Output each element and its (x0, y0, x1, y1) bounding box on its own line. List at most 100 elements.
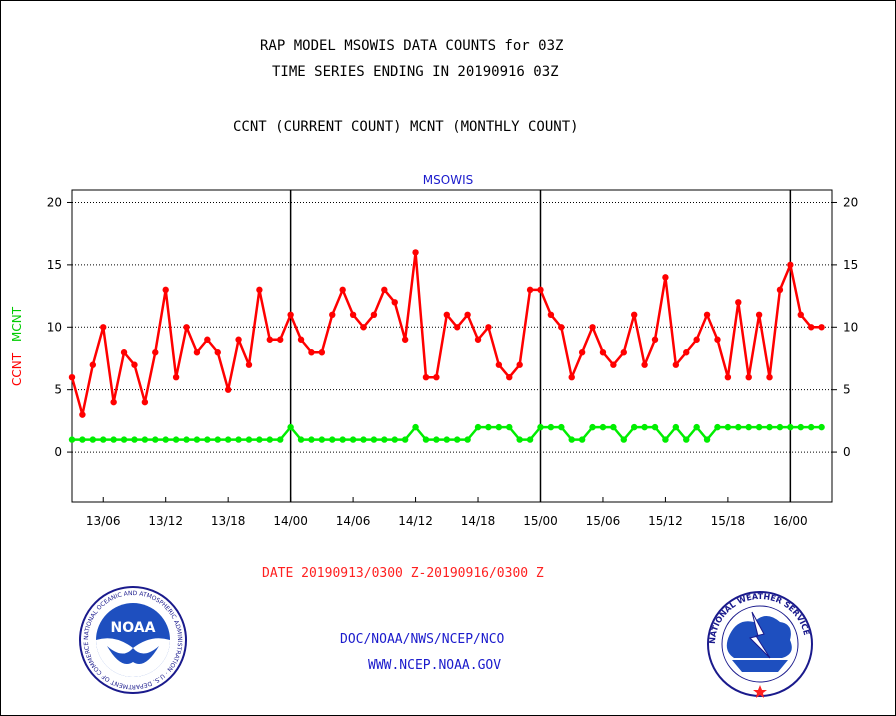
data-point-ccnt (370, 311, 378, 318)
series-layer (68, 249, 825, 443)
data-point-mcnt (797, 423, 804, 431)
data-point-ccnt (454, 324, 461, 331)
data-point-ccnt (193, 349, 201, 356)
data-point-mcnt (807, 423, 815, 431)
data-point-mcnt (818, 423, 825, 431)
day-dividers (289, 190, 792, 502)
data-point-mcnt (318, 436, 326, 443)
data-point-mcnt (131, 436, 138, 443)
y-axis-title-mcnt: MCNT (10, 306, 24, 342)
data-point-ccnt (558, 324, 565, 331)
y-tick-label-right: 5 (843, 383, 851, 397)
y-tick-label-right: 10 (843, 320, 858, 334)
nws-star-icon (753, 685, 767, 698)
data-point-mcnt (454, 436, 461, 443)
header-line-1: RAP MODEL MSOWIS DATA COUNTS for 03Z (260, 38, 564, 54)
data-point-mcnt (693, 423, 700, 431)
grid-lines (67, 201, 837, 453)
data-point-ccnt (412, 249, 419, 256)
data-point-ccnt (162, 286, 169, 294)
data-point-ccnt (589, 324, 596, 331)
data-point-ccnt (131, 361, 138, 368)
data-point-mcnt (89, 436, 97, 443)
data-point-ccnt (391, 299, 398, 306)
data-point-mcnt (766, 423, 773, 431)
data-point-ccnt (485, 324, 492, 331)
data-point-ccnt (724, 374, 732, 381)
nws-logo: NATIONAL WEATHER SERVICE (707, 591, 813, 698)
data-point-mcnt (100, 436, 107, 443)
data-point-ccnt (329, 311, 336, 318)
data-point-ccnt (662, 274, 669, 281)
data-point-ccnt (224, 386, 232, 393)
data-point-mcnt (412, 423, 419, 431)
header-line-3: CCNT (CURRENT COUNT) MCNT (MONTHLY COUNT… (233, 119, 579, 135)
data-point-mcnt (474, 423, 482, 431)
data-point-ccnt (599, 349, 607, 356)
data-point-mcnt (755, 423, 763, 431)
data-point-ccnt (578, 349, 586, 356)
data-point-mcnt (370, 436, 378, 443)
data-point-mcnt (110, 436, 117, 443)
data-point-ccnt (339, 286, 346, 294)
data-point-ccnt (422, 374, 430, 381)
data-point-ccnt (807, 324, 815, 331)
x-tick-label: 14/18 (461, 514, 496, 528)
data-point-ccnt (79, 411, 86, 418)
data-point-ccnt (287, 311, 294, 318)
data-point-mcnt (672, 423, 680, 431)
data-point-mcnt (256, 436, 263, 443)
data-point-ccnt (610, 361, 617, 368)
data-point-ccnt (183, 324, 190, 331)
data-point-ccnt (745, 374, 752, 381)
noaa-logo: NOAA NATIONAL OCEANIC AND ATMOSPHERIC AD… (79, 586, 187, 694)
data-point-ccnt (776, 286, 784, 294)
data-point-mcnt (204, 436, 211, 443)
y-tick-label-left: 20 (47, 195, 62, 209)
data-point-mcnt (381, 436, 388, 443)
data-point-mcnt (308, 436, 315, 443)
data-point-ccnt (235, 336, 242, 343)
data-point-ccnt (714, 336, 721, 343)
data-point-mcnt (714, 423, 721, 431)
data-point-mcnt (245, 436, 253, 443)
data-point-mcnt (297, 436, 305, 443)
data-point-ccnt (349, 311, 357, 318)
data-point-mcnt (360, 436, 367, 443)
data-point-ccnt (318, 349, 326, 356)
data-point-mcnt (183, 436, 190, 443)
data-point-mcnt (485, 423, 492, 431)
data-point-ccnt (568, 374, 575, 381)
x-tick-label: 15/18 (711, 514, 746, 528)
chart-title: MSOWIS (423, 173, 473, 187)
data-point-ccnt (443, 311, 450, 318)
data-point-ccnt (683, 349, 690, 356)
x-tick-label: 13/18 (211, 514, 246, 528)
data-point-ccnt (120, 349, 128, 356)
data-point-mcnt (558, 423, 565, 431)
x-tick-label: 14/06 (336, 514, 371, 528)
x-tick-label: 15/12 (648, 514, 683, 528)
y-axis-right-labels: 0 5 10 15 20 (843, 195, 858, 459)
data-point-mcnt (349, 436, 357, 443)
data-point-mcnt (589, 423, 596, 431)
data-point-ccnt (68, 374, 76, 381)
data-point-ccnt (360, 324, 367, 331)
y-tick-label-left: 0 (54, 445, 62, 459)
data-point-mcnt (214, 436, 221, 443)
data-point-mcnt (787, 423, 794, 431)
y-axis-title-ccnt: CCNT (10, 352, 24, 386)
data-point-mcnt (68, 436, 76, 443)
data-point-ccnt (256, 286, 263, 294)
data-point-mcnt (683, 436, 690, 443)
header-line-2: TIME SERIES ENDING IN 20190916 03Z (272, 64, 559, 80)
data-point-mcnt (735, 423, 742, 431)
data-point-mcnt (620, 436, 627, 443)
x-tick-label: 16/00 (773, 514, 808, 528)
data-point-ccnt (495, 361, 503, 368)
x-tick-label: 13/12 (148, 514, 183, 528)
data-point-ccnt (693, 336, 700, 343)
y-tick-label-left: 5 (54, 383, 62, 397)
series-line-ccnt (70, 251, 822, 416)
data-point-ccnt (818, 324, 825, 331)
